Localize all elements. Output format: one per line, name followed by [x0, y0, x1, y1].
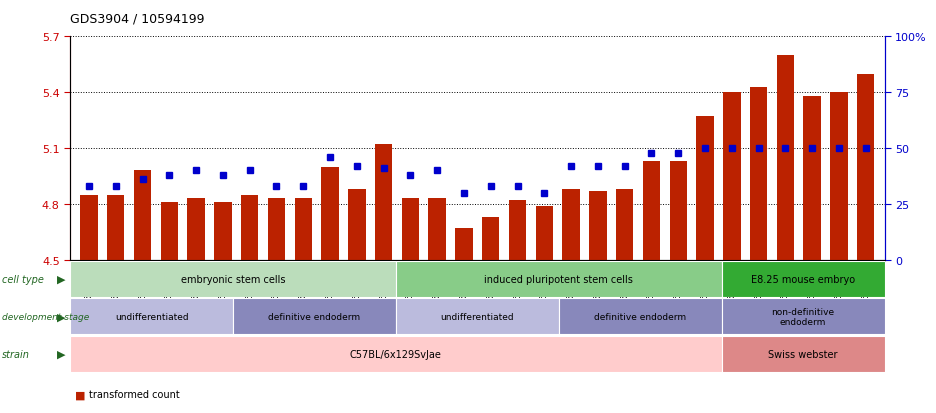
Bar	[321, 167, 339, 260]
Bar	[187, 199, 205, 260]
Text: non-definitive
endoderm: non-definitive endoderm	[771, 307, 835, 326]
Text: GDS3904 / 10594199: GDS3904 / 10594199	[70, 12, 205, 25]
Bar	[589, 192, 607, 260]
Bar	[396, 261, 722, 297]
Bar	[375, 145, 392, 260]
Bar	[857, 74, 874, 260]
Bar	[563, 190, 579, 260]
Bar	[134, 171, 152, 260]
Bar	[669, 162, 687, 260]
Bar	[830, 93, 848, 260]
Text: strain: strain	[2, 349, 30, 359]
Bar	[696, 117, 714, 260]
Bar	[777, 56, 794, 260]
Bar	[70, 299, 233, 335]
Bar	[643, 162, 660, 260]
Bar	[535, 206, 553, 260]
Bar	[70, 336, 722, 372]
Text: development stage: development stage	[2, 312, 89, 321]
Bar	[803, 97, 821, 260]
Bar	[616, 190, 634, 260]
Bar	[295, 199, 312, 260]
Bar	[429, 199, 446, 260]
Bar	[161, 203, 178, 260]
Text: ▶: ▶	[57, 349, 66, 359]
Bar	[70, 261, 396, 297]
Bar	[455, 229, 473, 260]
Text: definitive endoderm: definitive endoderm	[269, 312, 360, 321]
Bar	[233, 299, 396, 335]
Bar	[80, 195, 97, 260]
Text: cell type: cell type	[2, 274, 44, 285]
Text: ▶: ▶	[57, 311, 66, 322]
Text: transformed count: transformed count	[89, 389, 180, 399]
Bar	[722, 261, 885, 297]
Bar	[396, 299, 559, 335]
Bar	[750, 88, 768, 260]
Bar	[402, 199, 419, 260]
Text: undifferentiated: undifferentiated	[115, 312, 188, 321]
Bar	[268, 199, 285, 260]
Text: ■: ■	[75, 389, 85, 399]
Text: embryonic stem cells: embryonic stem cells	[181, 274, 285, 285]
Bar	[724, 93, 740, 260]
Text: C57BL/6x129SvJae: C57BL/6x129SvJae	[350, 349, 442, 359]
Text: undifferentiated: undifferentiated	[441, 312, 514, 321]
Text: induced pluripotent stem cells: induced pluripotent stem cells	[484, 274, 634, 285]
Bar	[482, 217, 500, 260]
Bar	[509, 201, 526, 260]
Bar	[722, 336, 885, 372]
Bar	[722, 299, 885, 335]
Bar	[241, 195, 258, 260]
Bar	[107, 195, 124, 260]
Bar	[559, 299, 722, 335]
Text: E8.25 mouse embryo: E8.25 mouse embryo	[751, 274, 856, 285]
Text: Swiss webster: Swiss webster	[768, 349, 838, 359]
Text: ▶: ▶	[57, 274, 66, 285]
Text: definitive endoderm: definitive endoderm	[594, 312, 686, 321]
Bar	[348, 190, 366, 260]
Bar	[214, 203, 231, 260]
